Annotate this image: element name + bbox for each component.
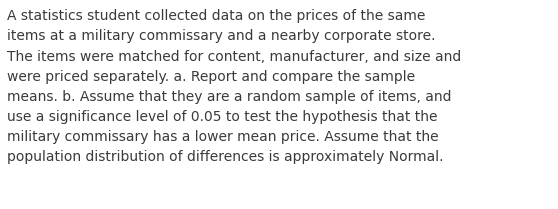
Text: A statistics student collected data on the prices of the same
items at a militar: A statistics student collected data on t… [7, 9, 461, 164]
